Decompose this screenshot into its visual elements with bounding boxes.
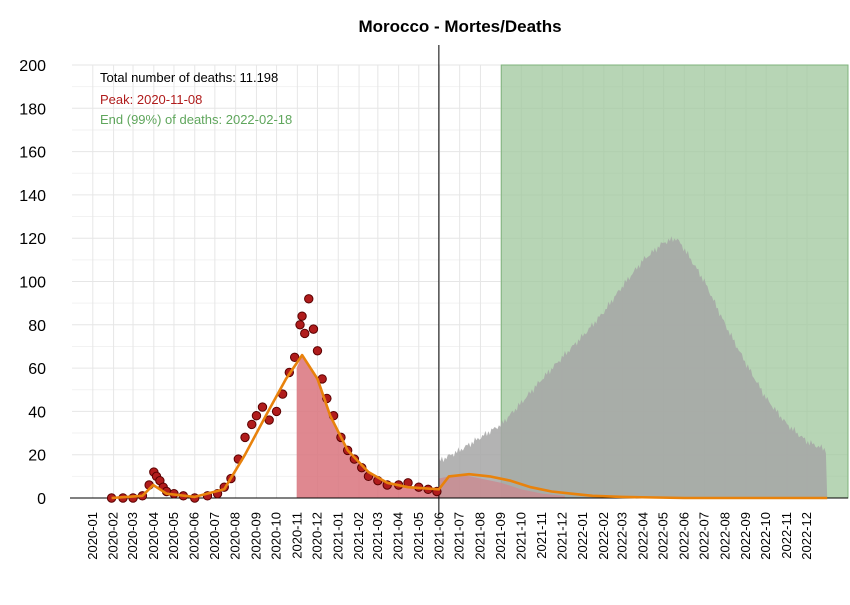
- x-tick-label: 2020-04: [146, 512, 161, 560]
- observed-point: [304, 294, 314, 304]
- x-tick-label: 2022-03: [615, 512, 630, 560]
- x-tick-label: 2020-11: [289, 512, 304, 559]
- y-tick-label: 20: [28, 448, 46, 465]
- observed-point: [308, 324, 319, 334]
- y-tick-label: 40: [28, 404, 46, 421]
- x-tick-label: 2022-04: [635, 512, 650, 560]
- observed-point: [247, 419, 257, 430]
- y-tick-label: 140: [19, 188, 46, 205]
- x-tick-label: 2020-06: [187, 512, 202, 560]
- observed-point: [300, 328, 310, 339]
- peak-annotation: Peak: 2020-11-08: [100, 92, 202, 107]
- x-tick-label: 2020-01: [85, 512, 100, 560]
- x-tick-label: 2020-10: [269, 512, 284, 560]
- y-tick-label: 160: [19, 145, 46, 162]
- x-tick-label: 2021-01: [330, 512, 345, 560]
- x-tick-label: 2021-03: [370, 512, 385, 560]
- observed-point: [240, 432, 250, 443]
- x-tick-label: 2021-12: [554, 512, 569, 560]
- x-tick-label: 2021-07: [452, 512, 467, 560]
- observed-point: [297, 311, 307, 321]
- observed-point: [312, 346, 323, 356]
- y-tick-label: 80: [28, 318, 46, 335]
- x-tick-label: 2020-03: [125, 512, 140, 560]
- x-tick-label: 2021-02: [351, 512, 366, 560]
- end-annotation: End (99%) of deaths: 2022-02-18: [100, 112, 292, 127]
- area-layer: [296, 236, 828, 499]
- y-tick-label: 60: [28, 361, 46, 378]
- y-tick-label: 200: [19, 58, 46, 75]
- x-tick-label: 2020-02: [106, 512, 121, 560]
- x-tick-label: 2021-09: [493, 512, 508, 560]
- x-tick-label: 2020-05: [166, 512, 181, 560]
- x-tick-label: 2021-10: [513, 512, 528, 560]
- total-deaths-annotation: Total number of deaths: 11.198: [100, 70, 278, 85]
- x-tick-label: 2022-02: [596, 512, 611, 560]
- x-tick-label: 2020-08: [228, 512, 243, 560]
- x-tick-label: 2022-10: [758, 512, 773, 560]
- observed-point: [289, 352, 300, 362]
- x-tick-label: 2022-07: [696, 512, 711, 560]
- x-tick-label: 2022-06: [676, 512, 691, 560]
- x-tick-label: 2022-09: [738, 512, 753, 560]
- x-tick-label: 2021-05: [411, 512, 426, 560]
- x-tick-label: 2021-04: [391, 512, 406, 560]
- observed-point: [271, 406, 282, 417]
- x-tick-label: 2021-06: [432, 512, 447, 560]
- observed-point: [251, 411, 262, 421]
- x-tick-label: 2022-11: [779, 512, 794, 559]
- observed-point: [264, 415, 274, 425]
- x-tick-label: 2022-01: [575, 512, 590, 560]
- x-tick-label: 2020-12: [309, 512, 324, 560]
- y-tick-label: 0: [37, 491, 46, 508]
- fit-line-layer: [111, 353, 828, 500]
- observed-point: [257, 402, 268, 412]
- x-tick-label: 2020-09: [248, 512, 263, 560]
- fitted-deaths-line: [111, 353, 828, 500]
- x-tick-label: 2021-11: [534, 512, 549, 559]
- projection-area: [438, 236, 828, 499]
- chart-title: Morocco - Mortes/Deaths: [358, 17, 561, 36]
- y-tick-label: 120: [19, 231, 46, 248]
- x-tick-label: 2020-07: [207, 512, 222, 560]
- tick-label-layer: 0 20 40 60 80 100 120 140 160 180 200 2020-01 2020-0…: [19, 58, 814, 560]
- observed-point: [295, 320, 305, 330]
- observed-area: [296, 355, 439, 498]
- x-tick-label: 2021-08: [472, 512, 487, 560]
- post-cutoff-area: [438, 474, 565, 498]
- x-tick-label: 2022-08: [717, 512, 732, 560]
- x-tick-label: 2022-05: [656, 512, 671, 560]
- y-tick-label: 180: [19, 101, 46, 118]
- y-tick-label: 100: [19, 275, 46, 292]
- x-tick-label: 2022-12: [799, 512, 814, 560]
